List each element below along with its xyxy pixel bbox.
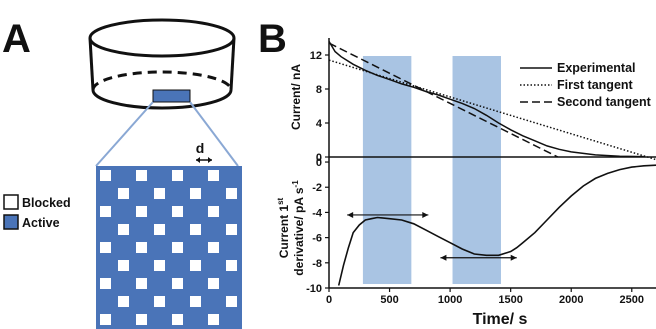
blocked-square — [172, 242, 183, 253]
legend-first-tangent-label: First tangent — [557, 78, 634, 92]
active-electrode-patch — [152, 89, 191, 103]
top-y-axis-title: Current/ nA — [289, 64, 303, 130]
panel-a-letter: A — [2, 17, 31, 61]
series-second-tangent — [328, 42, 559, 158]
blocked-square — [136, 242, 147, 253]
top-y-tick-label: 8 — [316, 84, 322, 96]
top-y-tick-label: 12 — [310, 50, 322, 62]
blocked-square — [100, 314, 111, 325]
series-first-tangent — [328, 59, 656, 161]
blocked-square — [154, 260, 165, 271]
blocked-square — [190, 188, 201, 199]
blocked-square — [154, 188, 165, 199]
blocked-square — [190, 296, 201, 307]
blocked-square — [100, 206, 111, 217]
series-experimental — [328, 41, 644, 158]
active-surface — [96, 166, 242, 329]
blocked-square — [100, 242, 111, 253]
cylinder-top-rim — [88, 18, 236, 58]
schematic-legend: Blocked Active — [3, 194, 71, 230]
series-derivative — [337, 164, 656, 286]
bottom-y-tick-label: -8 — [312, 258, 322, 270]
blocked-square — [226, 188, 237, 199]
blocked-square — [154, 224, 165, 235]
blocked-square — [208, 242, 219, 253]
zoom-connector-right — [189, 101, 239, 167]
top-y-tick-label: 0 — [316, 152, 322, 164]
zoom-connector-left — [95, 101, 154, 167]
top-chart: 0 4 8 12 Current/ nA Experimental First tan… — [289, 38, 656, 164]
blocked-square — [100, 170, 111, 181]
legend-active-swatch — [3, 214, 19, 230]
blocked-square — [118, 188, 129, 199]
bottom-y-tick-label: -6 — [312, 233, 322, 245]
spacing-indicator: d — [196, 140, 212, 163]
blocked-square — [136, 170, 147, 181]
cylinder-right-wall — [229, 37, 236, 91]
x-tick-label: 1000 — [438, 294, 462, 306]
legend-blocked-swatch — [3, 194, 19, 210]
bottom-y-axis-title-line1: Current 1st — [276, 197, 291, 258]
spacing-label: d — [196, 140, 205, 156]
blocked-square — [190, 260, 201, 271]
blocked-square — [208, 170, 219, 181]
x-tick-label: 0 — [326, 294, 332, 306]
blocked-square — [208, 206, 219, 217]
bottom-y-axis-title-line2: derivative/ pA s-1 — [291, 180, 306, 276]
blocked-square — [172, 278, 183, 289]
blocked-square — [172, 314, 183, 325]
blocked-square — [208, 314, 219, 325]
spacing-arrowheads — [196, 157, 212, 163]
bottom-y-tick-label: -10 — [306, 283, 322, 295]
blocked-square — [136, 278, 147, 289]
blocked-square — [208, 278, 219, 289]
cylinder-left-wall — [88, 37, 95, 91]
bottom-chart: 0 -2 -4 -6 -8 -10 0 500 1000 1500 2000 2500 Current… — [276, 157, 656, 328]
blocked-square — [172, 170, 183, 181]
blocked-square — [226, 296, 237, 307]
bottom-y-tick-label: -4 — [312, 207, 323, 219]
x-tick-label: 2500 — [620, 294, 644, 306]
electrode-array — [96, 166, 242, 329]
legend-second-tangent-label: Second tangent — [557, 95, 652, 109]
cylinder-schematic — [88, 18, 239, 167]
legend-experimental-label: Experimental — [557, 61, 636, 75]
blocked-square — [118, 296, 129, 307]
top-y-tick-label: 4 — [316, 118, 323, 130]
bottom-y-tick-label: -2 — [312, 182, 322, 194]
panel-b-letter: B — [258, 17, 287, 61]
x-tick-label: 500 — [380, 294, 398, 306]
blocked-square — [226, 224, 237, 235]
blocked-square — [118, 224, 129, 235]
blocked-square — [136, 206, 147, 217]
shaded-region-2 — [452, 56, 501, 284]
blocked-square — [154, 296, 165, 307]
blocked-square — [190, 224, 201, 235]
blocked-square — [172, 206, 183, 217]
x-axis-title: Time/ s — [473, 311, 528, 328]
legend: Experimental First tangent Second tangen… — [520, 61, 652, 109]
cylinder-bottom-front — [91, 89, 233, 110]
bottom-y-tick-label: 0 — [316, 157, 322, 169]
x-tick-label: 2000 — [559, 294, 583, 306]
blocked-square — [118, 260, 129, 271]
x-tick-label: 1500 — [498, 294, 522, 306]
blocked-square — [136, 314, 147, 325]
shaded-region-1 — [362, 56, 412, 284]
blocked-square — [226, 260, 237, 271]
cylinder-bottom-back — [91, 70, 233, 91]
blocked-square — [100, 278, 111, 289]
legend-active-label: Active — [22, 216, 60, 230]
legend-blocked-label: Blocked — [22, 196, 71, 210]
